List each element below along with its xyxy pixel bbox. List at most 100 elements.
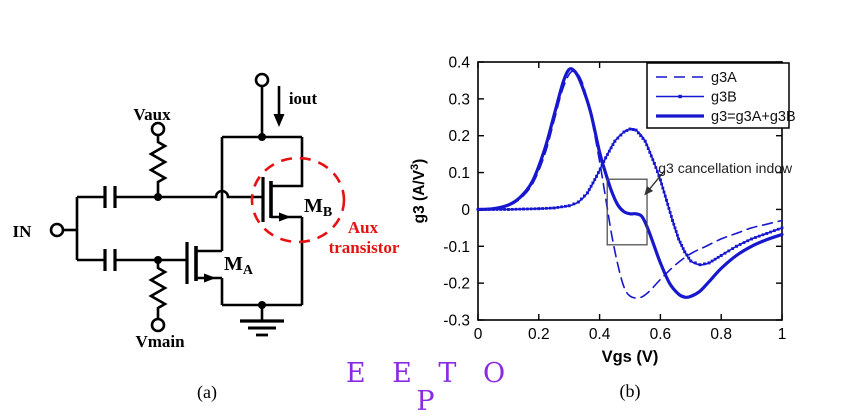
curve-marker (595, 174, 598, 178)
y-tick-label: -0.1 (443, 239, 470, 256)
curve-marker (545, 206, 548, 210)
curve-marker (518, 207, 522, 211)
curve-marker (602, 160, 606, 163)
curve-marker (643, 139, 647, 143)
curve-marker (526, 207, 529, 211)
curve-marker (703, 262, 706, 266)
curve-marker (754, 236, 757, 239)
curve-marker (609, 146, 613, 150)
x-tick-label: 0.4 (589, 326, 611, 343)
curve-marker (667, 206, 671, 210)
curve-marker (661, 186, 665, 190)
curve-marker (757, 234, 761, 238)
curve-marker (668, 210, 672, 214)
curve-marker (572, 202, 576, 206)
curve-marker (636, 131, 640, 135)
curve-marker (639, 134, 643, 138)
curve-marker (591, 181, 595, 185)
circuit-wires (63, 86, 304, 337)
curve-marker (611, 143, 615, 146)
node-dot-vaux (154, 193, 162, 201)
curve-marker (593, 178, 597, 181)
curve-marker (655, 170, 659, 174)
curve-marker (631, 128, 635, 132)
curve-marker (651, 158, 655, 162)
curve-marker (693, 261, 697, 265)
curve-marker (676, 233, 679, 237)
ma-source-arrow (204, 273, 216, 283)
curve-marker (678, 240, 682, 244)
plot-border (477, 61, 783, 321)
node-dot-iout (258, 133, 266, 141)
vmain-terminal (150, 317, 166, 333)
curve-marker (529, 207, 533, 211)
mb-label: MB (304, 195, 332, 220)
legend-label-1: g3A (711, 70, 737, 86)
curve-marker (522, 207, 525, 211)
y-tick-label: 0.4 (448, 55, 470, 72)
curve-marker (560, 205, 563, 209)
curve-marker (556, 206, 560, 209)
curve-marker (773, 229, 776, 233)
x-tick-label: 0.6 (650, 326, 672, 343)
curve-marker (587, 188, 591, 191)
curve-marker (598, 167, 602, 171)
y-tick-label: -0.3 (443, 313, 470, 330)
curve-marker (503, 208, 506, 211)
curve-marker (683, 250, 687, 254)
y-tick-label: 0 (461, 202, 470, 219)
legend-sample-marker (678, 94, 682, 99)
legend-label-2: g3B (711, 90, 737, 106)
y-axis-label: g3 (A/V3) (409, 159, 428, 224)
curve-marker (541, 207, 544, 210)
curve-marker (659, 178, 662, 182)
curve-marker (657, 174, 661, 178)
y-tick-label: 0.3 (448, 91, 470, 108)
curve-marker (628, 127, 632, 131)
curve-marker (625, 129, 629, 132)
vaux-label: Vaux (133, 105, 171, 124)
curve-marker (746, 239, 750, 243)
aux-label-line2: transistor (329, 238, 400, 257)
cancellation-window-box (606, 178, 648, 246)
legend-box (646, 62, 790, 129)
curve-marker (750, 237, 753, 241)
x-tick-label: 0.8 (710, 326, 732, 343)
caption-b: (b) (620, 381, 641, 402)
curve-marker (641, 137, 645, 140)
iout-arrowhead (273, 114, 285, 127)
curve-marker (660, 182, 664, 186)
curve-marker (689, 259, 693, 263)
x-tick-label: 0 (474, 326, 483, 343)
curve-marker (654, 166, 658, 169)
curve-marker (616, 136, 620, 140)
curve-marker (738, 243, 742, 246)
curve-marker (776, 227, 780, 231)
curve-marker (622, 130, 626, 134)
curve-marker (681, 247, 685, 250)
mb-drain-wire (271, 137, 304, 188)
curve-marker (666, 202, 670, 206)
curve-marker (552, 206, 556, 210)
curve-marker (533, 207, 537, 211)
curve-marker (698, 263, 702, 267)
curve-marker (649, 154, 653, 158)
ma-label: MA (224, 253, 254, 278)
aux-highlight-circle (250, 156, 346, 244)
curve-marker (604, 156, 608, 160)
curve-marker (723, 251, 727, 255)
curve-marker (576, 200, 580, 204)
caption-a: (a) (197, 382, 217, 403)
curve-marker (589, 184, 593, 188)
vmain-label: Vmain (135, 332, 185, 351)
node-dot-ground (258, 301, 266, 309)
curve-marker (645, 143, 649, 147)
y-tick-label: -0.2 (443, 276, 470, 293)
curve-marker (548, 206, 552, 210)
curve-marker (672, 222, 676, 226)
curve-marker (567, 204, 571, 208)
y-tick-label: 0.1 (448, 165, 470, 182)
curve-marker (606, 153, 609, 156)
